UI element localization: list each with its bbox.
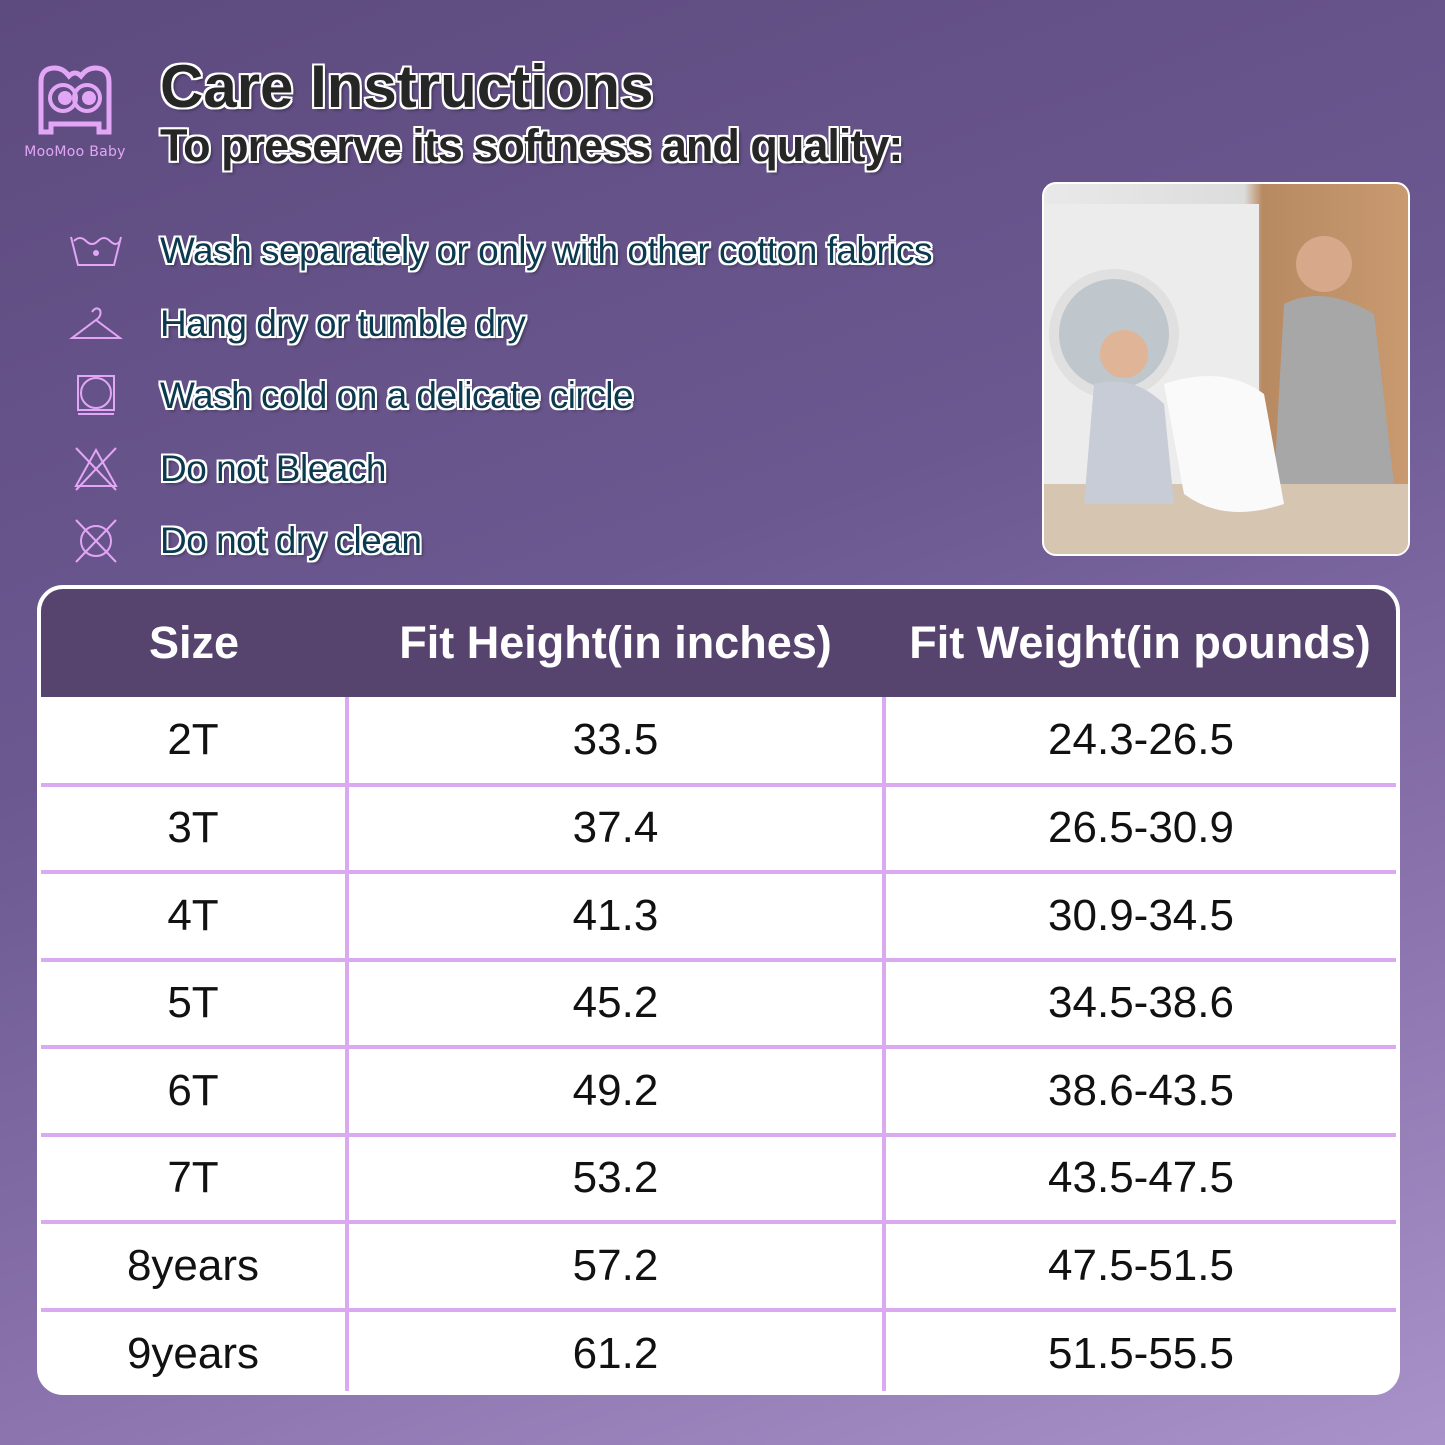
care-text: Do not Bleach xyxy=(160,447,386,489)
table-header-row: Size Fit Height(in inches) Fit Weight(in… xyxy=(41,589,1396,697)
size-table: Size Fit Height(in inches) Fit Weight(in… xyxy=(41,589,1396,1391)
table-row: 5T 45.2 34.5-38.6 xyxy=(41,959,1396,1049)
cell-fit-weight: 34.5-38.6 xyxy=(882,959,1396,1049)
brand-name: MooMoo Baby xyxy=(24,144,126,160)
wash-basin-icon xyxy=(60,233,132,269)
care-text: Wash cold on a delicate circle xyxy=(160,375,634,417)
cell-fit-height: 33.5 xyxy=(345,697,884,787)
cell-fit-weight: 30.9-34.5 xyxy=(882,872,1396,962)
page-title: Care Instructions xyxy=(160,53,654,120)
size-chart: Size Fit Height(in inches) Fit Weight(in… xyxy=(37,585,1400,1395)
cell-fit-height: 45.2 xyxy=(345,959,884,1049)
care-text: Do not dry clean xyxy=(160,520,422,562)
cell-size: 5T xyxy=(41,959,347,1049)
header-fit-height: Fit Height(in inches) xyxy=(347,589,884,697)
table-row: 4T 41.3 30.9-34.5 xyxy=(41,872,1396,962)
cell-fit-weight: 38.6-43.5 xyxy=(882,1047,1396,1137)
cell-size: 4T xyxy=(41,872,347,962)
header-fit-weight: Fit Weight(in pounds) xyxy=(884,589,1396,697)
brand-logo: MooMoo Baby xyxy=(14,62,136,160)
care-item: Wash separately or only with other cotto… xyxy=(60,215,933,288)
cell-fit-weight: 51.5-55.5 xyxy=(882,1309,1396,1391)
cell-fit-height: 49.2 xyxy=(345,1047,884,1137)
cell-size: 3T xyxy=(41,784,347,874)
laundry-photo xyxy=(1042,182,1410,556)
cell-fit-height: 41.3 xyxy=(345,872,884,962)
header-size: Size xyxy=(41,589,347,697)
hanger-icon xyxy=(60,304,132,344)
cell-fit-height: 57.2 xyxy=(345,1222,884,1312)
cell-size: 6T xyxy=(41,1047,347,1137)
table-row: 7T 53.2 43.5-47.5 xyxy=(41,1134,1396,1224)
care-text: Hang dry or tumble dry xyxy=(160,302,526,344)
cell-fit-weight: 43.5-47.5 xyxy=(882,1134,1396,1224)
care-item: Do not Bleach xyxy=(60,433,932,506)
cell-fit-weight: 26.5-30.9 xyxy=(882,784,1396,874)
cell-fit-height: 53.2 xyxy=(345,1134,884,1224)
washing-machine-scene-image xyxy=(1044,204,1408,554)
cell-size: 9years xyxy=(126,1329,260,1379)
tumble-dry-icon xyxy=(60,374,132,418)
care-item: Do not dry clean xyxy=(60,505,932,578)
cell-size: 8years xyxy=(41,1222,347,1312)
cell-fit-height: 61.2 xyxy=(345,1309,884,1391)
table-row: 2T 33.5 24.3-26.5 xyxy=(41,697,1396,787)
cell-fit-weight: 47.5-51.5 xyxy=(882,1222,1396,1312)
table-row: 9years 61.2 51.5-55.5 xyxy=(41,1309,1396,1391)
care-item: Hang dry or tumble dry xyxy=(60,288,932,361)
care-item: Wash cold on a delicate circle xyxy=(60,360,932,433)
cell-size: 7T xyxy=(41,1134,347,1224)
table-row: 8years 57.2 47.5-51.5 xyxy=(41,1222,1396,1312)
owl-logo-icon xyxy=(38,65,112,135)
care-list: Wash separately or only with other cotto… xyxy=(60,215,933,578)
cell-fit-weight: 24.3-26.5 xyxy=(882,697,1396,787)
no-bleach-icon xyxy=(60,446,132,492)
table-row: 3T 37.4 26.5-30.9 xyxy=(41,784,1396,874)
table-row: 6T 49.2 38.6-43.5 xyxy=(41,1047,1396,1137)
cell-fit-height: 37.4 xyxy=(345,784,884,874)
no-dry-clean-icon xyxy=(60,518,132,564)
care-text: Wash separately or only with other cotto… xyxy=(160,230,933,272)
page-subtitle: To preserve its softness and quality: xyxy=(160,120,903,171)
cell-size: 2T xyxy=(41,697,347,787)
